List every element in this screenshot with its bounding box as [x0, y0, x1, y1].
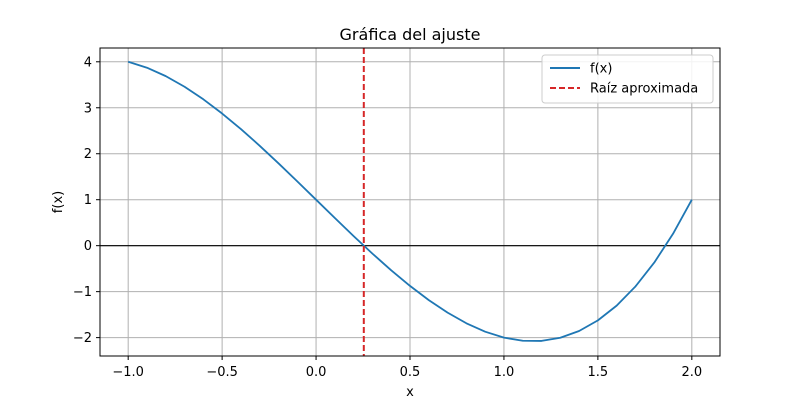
x-tick-label: −1.0 [112, 365, 144, 380]
x-tick-label: 2.0 [681, 365, 702, 380]
x-axis-ticks: −1.0 −0.5 0.0 0.5 1.0 1.5 2.0 [112, 356, 702, 380]
x-tick-label: 1.0 [494, 365, 515, 380]
y-tick-label: −2 [73, 331, 92, 346]
y-tick-label: 1 [84, 193, 92, 208]
plot-area [100, 48, 720, 356]
y-axis-ticks: −2 −1 0 1 2 3 4 [73, 55, 100, 346]
y-axis-label: f(x) [51, 191, 66, 213]
x-axis-label: x [406, 385, 414, 400]
legend-label-fx: f(x) [590, 62, 612, 77]
y-tick-label: 3 [84, 101, 92, 116]
series-line-fx [127, 60, 693, 342]
y-tick-label: −1 [73, 285, 92, 300]
y-tick-label: 0 [84, 239, 92, 254]
x-tick-label: −0.5 [206, 365, 238, 380]
x-tick-label: 1.5 [588, 365, 609, 380]
y-tick-label: 4 [84, 55, 92, 70]
legend-box [541, 54, 714, 104]
y-tick-label: 2 [84, 147, 92, 162]
chart-title: Gráfica del ajuste [340, 25, 481, 44]
x-tick-label: 0.0 [306, 365, 327, 380]
legend: f(x) Raíz aproximada [541, 54, 714, 104]
legend-label-root: Raíz aproximada [590, 82, 698, 97]
x-tick-label: 0.5 [400, 365, 421, 380]
